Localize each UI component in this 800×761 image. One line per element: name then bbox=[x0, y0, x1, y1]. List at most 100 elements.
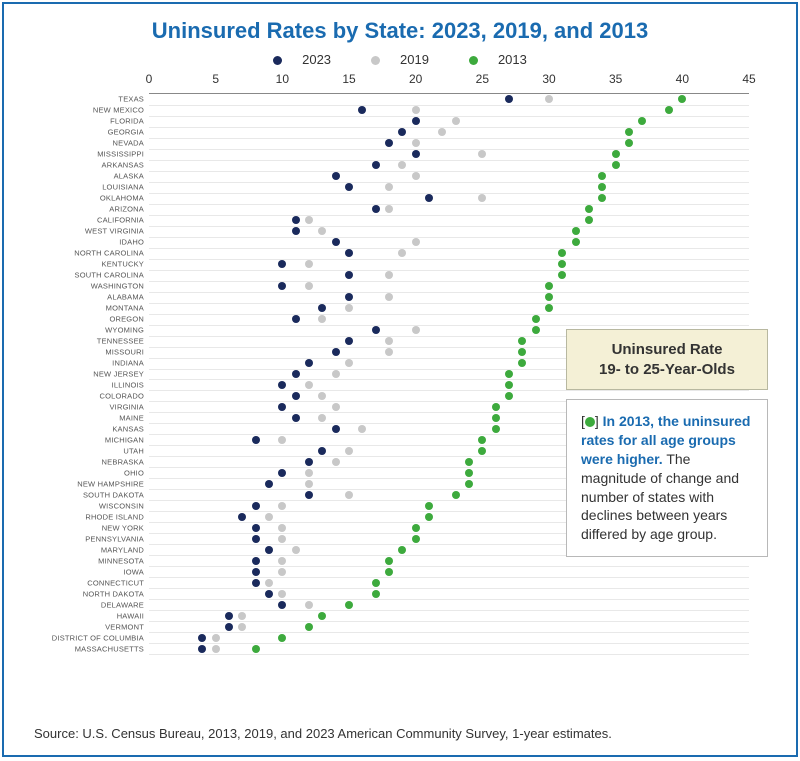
data-point-y2023 bbox=[385, 139, 393, 147]
data-point-y2019 bbox=[278, 436, 286, 444]
x-tick-label: 25 bbox=[476, 72, 489, 86]
data-point-y2023 bbox=[265, 480, 273, 488]
data-point-y2013 bbox=[465, 480, 473, 488]
data-point-y2013 bbox=[532, 326, 540, 334]
data-point-y2013 bbox=[492, 414, 500, 422]
row-gridline bbox=[149, 610, 749, 611]
data-point-y2019 bbox=[332, 370, 340, 378]
state-label: OREGON bbox=[44, 315, 144, 324]
row-gridline bbox=[149, 116, 749, 117]
data-point-y2023 bbox=[305, 458, 313, 466]
data-point-y2023 bbox=[198, 634, 206, 642]
data-point-y2013 bbox=[465, 469, 473, 477]
data-point-y2013 bbox=[558, 249, 566, 257]
legend-label: 2019 bbox=[400, 52, 429, 67]
data-point-y2019 bbox=[305, 469, 313, 477]
data-point-y2013 bbox=[505, 381, 513, 389]
data-point-y2013 bbox=[412, 535, 420, 543]
data-point-y2013 bbox=[598, 183, 606, 191]
data-point-y2019 bbox=[278, 568, 286, 576]
data-point-y2023 bbox=[345, 337, 353, 345]
data-point-y2019 bbox=[412, 106, 420, 114]
data-point-y2023 bbox=[318, 304, 326, 312]
data-point-y2019 bbox=[438, 128, 446, 136]
x-tick-label: 5 bbox=[212, 72, 219, 86]
data-point-y2013 bbox=[638, 117, 646, 125]
data-point-y2013 bbox=[372, 590, 380, 598]
callout-dot-icon bbox=[585, 417, 595, 427]
state-label: HAWAII bbox=[44, 611, 144, 620]
chart-frame: Uninsured Rates by State: 2023, 2019, an… bbox=[2, 2, 798, 757]
data-point-y2013 bbox=[678, 95, 686, 103]
data-point-y2013 bbox=[558, 271, 566, 279]
data-point-y2013 bbox=[372, 579, 380, 587]
row-gridline bbox=[149, 105, 749, 106]
legend-item-2019: 2019 bbox=[361, 52, 439, 67]
data-point-y2019 bbox=[292, 546, 300, 554]
state-label: ILLINOIS bbox=[44, 380, 144, 389]
data-point-y2023 bbox=[278, 403, 286, 411]
state-label: NORTH DAKOTA bbox=[44, 589, 144, 598]
x-tick-label: 40 bbox=[676, 72, 689, 86]
data-point-y2019 bbox=[318, 392, 326, 400]
row-gridline bbox=[149, 204, 749, 205]
data-point-y2019 bbox=[305, 480, 313, 488]
callout-line1: Uninsured Rate bbox=[612, 341, 723, 358]
state-label: MONTANA bbox=[44, 304, 144, 313]
data-point-y2023 bbox=[252, 436, 260, 444]
data-point-y2023 bbox=[292, 370, 300, 378]
data-point-y2013 bbox=[585, 205, 593, 213]
data-point-y2019 bbox=[305, 260, 313, 268]
data-point-y2013 bbox=[465, 458, 473, 466]
data-point-y2013 bbox=[518, 359, 526, 367]
state-label: IOWA bbox=[44, 567, 144, 576]
data-point-y2023 bbox=[425, 194, 433, 202]
state-label: MICHIGAN bbox=[44, 435, 144, 444]
data-point-y2013 bbox=[305, 623, 313, 631]
data-point-y2013 bbox=[598, 172, 606, 180]
state-label: TEXAS bbox=[44, 95, 144, 104]
data-point-y2023 bbox=[372, 161, 380, 169]
data-point-y2019 bbox=[545, 95, 553, 103]
data-point-y2019 bbox=[212, 645, 220, 653]
legend-dot-icon bbox=[469, 56, 478, 65]
row-gridline bbox=[149, 215, 749, 216]
data-point-y2019 bbox=[265, 513, 273, 521]
data-point-y2019 bbox=[358, 425, 366, 433]
state-label: ARIZONA bbox=[44, 205, 144, 214]
data-point-y2023 bbox=[345, 271, 353, 279]
row-gridline bbox=[149, 314, 749, 315]
data-point-y2023 bbox=[292, 414, 300, 422]
row-gridline bbox=[149, 577, 749, 578]
data-point-y2019 bbox=[385, 271, 393, 279]
state-label: UTAH bbox=[44, 446, 144, 455]
data-point-y2019 bbox=[305, 601, 313, 609]
callout-explanation: [] In 2013, the uninsured rates for all … bbox=[566, 399, 768, 557]
state-label: SOUTH DAKOTA bbox=[44, 490, 144, 499]
row-gridline bbox=[149, 138, 749, 139]
row-gridline bbox=[149, 281, 749, 282]
data-point-y2013 bbox=[478, 447, 486, 455]
state-label: CONNECTICUT bbox=[44, 578, 144, 587]
data-point-y2019 bbox=[345, 304, 353, 312]
data-point-y2023 bbox=[278, 260, 286, 268]
row-gridline bbox=[149, 182, 749, 183]
data-point-y2013 bbox=[505, 370, 513, 378]
data-point-y2023 bbox=[345, 249, 353, 257]
row-gridline bbox=[149, 248, 749, 249]
legend-label: 2023 bbox=[302, 52, 331, 67]
data-point-y2023 bbox=[372, 326, 380, 334]
data-point-y2023 bbox=[332, 238, 340, 246]
data-point-y2023 bbox=[252, 579, 260, 587]
data-point-y2019 bbox=[278, 524, 286, 532]
data-point-y2023 bbox=[332, 425, 340, 433]
data-point-y2013 bbox=[545, 304, 553, 312]
data-point-y2019 bbox=[318, 227, 326, 235]
state-label: SOUTH CAROLINA bbox=[44, 271, 144, 280]
data-point-y2019 bbox=[412, 139, 420, 147]
state-label: COLORADO bbox=[44, 391, 144, 400]
data-point-y2013 bbox=[492, 425, 500, 433]
state-label: WEST VIRGINIA bbox=[44, 227, 144, 236]
data-point-y2023 bbox=[252, 535, 260, 543]
data-point-y2013 bbox=[612, 150, 620, 158]
